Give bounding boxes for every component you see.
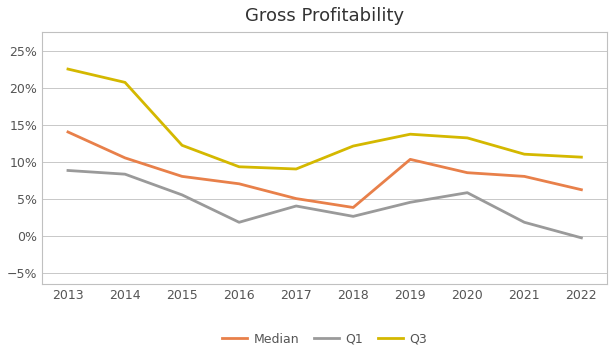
Q1 <box>521 220 528 224</box>
Q1 <box>578 236 585 240</box>
Legend: Median, Q1, Q3: Median, Q1, Q3 <box>217 328 432 346</box>
Q3 <box>578 155 585 159</box>
Median <box>179 174 186 179</box>
Q3 <box>122 80 129 84</box>
Median <box>406 157 414 162</box>
Line: Q1: Q1 <box>68 171 581 238</box>
Q1 <box>179 193 186 197</box>
Title: Gross Profitability: Gross Profitability <box>245 7 404 25</box>
Median <box>521 174 528 179</box>
Q3 <box>179 143 186 147</box>
Line: Median: Median <box>68 132 581 208</box>
Median <box>349 206 357 210</box>
Median <box>464 171 471 175</box>
Q1 <box>235 220 243 224</box>
Q3 <box>235 165 243 169</box>
Median <box>122 156 129 160</box>
Median <box>64 130 72 134</box>
Q3 <box>349 144 357 148</box>
Q1 <box>122 172 129 176</box>
Line: Q3: Q3 <box>68 69 581 169</box>
Q3 <box>292 167 300 171</box>
Median <box>292 197 300 201</box>
Q3 <box>521 152 528 156</box>
Median <box>235 182 243 186</box>
Q1 <box>406 200 414 204</box>
Q1 <box>349 214 357 218</box>
Q3 <box>464 136 471 140</box>
Q1 <box>292 204 300 208</box>
Q1 <box>64 169 72 173</box>
Q3 <box>406 132 414 136</box>
Q3 <box>64 67 72 71</box>
Median <box>578 188 585 192</box>
Q1 <box>464 191 471 195</box>
